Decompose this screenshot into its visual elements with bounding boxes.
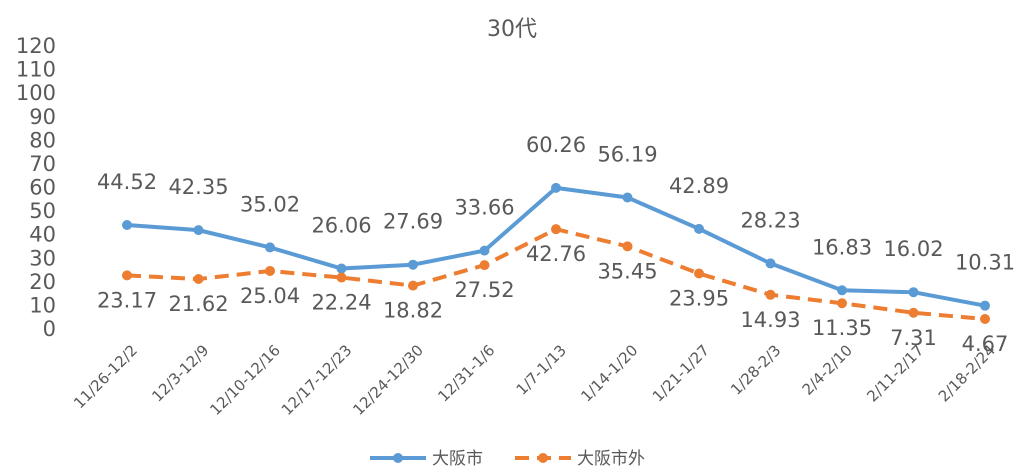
x-tick-label: 12/3-12/9: [148, 341, 212, 405]
point: [694, 268, 704, 279]
data-label: 16.02: [883, 237, 943, 261]
data-label: 10.31: [955, 251, 1014, 275]
point: [408, 280, 418, 291]
legend-label: 大阪市外: [577, 449, 645, 469]
data-label: 44.52: [97, 170, 157, 194]
point: [622, 192, 633, 203]
data-label: 27.52: [454, 278, 514, 302]
point: [837, 298, 847, 309]
x-tick-label: 12/24-12/30: [349, 341, 427, 419]
point: [408, 259, 418, 270]
y-tick-label: 120: [16, 34, 56, 58]
point: [980, 300, 990, 311]
data-label: 4.67: [962, 332, 1009, 356]
legend-marker: [538, 453, 548, 463]
y-tick-label: 90: [29, 105, 56, 129]
y-tick-label: 110: [16, 58, 56, 82]
point: [479, 260, 490, 271]
data-label: 35.02: [240, 192, 300, 216]
data-label: 23.17: [97, 288, 157, 312]
point: [265, 265, 275, 276]
data-label: 7.31: [890, 326, 937, 350]
data-label: 21.62: [168, 292, 228, 316]
y-tick-label: 40: [29, 223, 56, 247]
point: [694, 223, 704, 234]
x-tick-label: 12/17-12/23: [278, 341, 356, 419]
point: [908, 287, 919, 298]
point: [193, 225, 204, 236]
data-label: 27.69: [383, 210, 443, 234]
x-tick-label: 1/7-1/13: [513, 341, 570, 398]
y-tick-label: 60: [29, 176, 56, 200]
data-label: 42.89: [669, 174, 729, 198]
point: [908, 307, 919, 318]
point: [980, 313, 990, 324]
x-tick-label: 11/26-12/2: [70, 341, 141, 412]
point: [193, 274, 204, 285]
data-label: 56.19: [597, 142, 657, 166]
point: [122, 220, 132, 231]
point: [765, 258, 776, 269]
point: [622, 241, 633, 252]
data-label: 22.24: [311, 291, 371, 315]
y-tick-label: 10: [29, 293, 56, 317]
data-label: 60.26: [526, 133, 586, 157]
point: [765, 289, 776, 300]
y-tick-label: 20: [29, 270, 56, 294]
x-tick-label: 2/4-2/10: [799, 341, 856, 398]
point: [551, 182, 561, 193]
point: [479, 245, 490, 256]
data-label: 42.76: [526, 242, 586, 266]
y-tick-label: 100: [16, 81, 56, 105]
data-label: 23.95: [669, 287, 729, 311]
point: [551, 224, 561, 235]
data-label: 11.35: [812, 316, 872, 340]
y-tick-label: 50: [29, 199, 56, 223]
x-tick-label: 12/31-1/6: [434, 341, 498, 405]
data-label: 18.82: [383, 299, 443, 323]
point: [122, 270, 132, 281]
x-tick-label: 1/28-2/3: [727, 341, 784, 398]
x-tick-label: 2/11-2/17: [863, 341, 927, 405]
y-tick-label: 30: [29, 246, 56, 270]
chart-title: 30代: [487, 17, 537, 42]
x-tick-label: 1/14-1/20: [577, 341, 641, 405]
data-label: 33.66: [454, 196, 514, 220]
data-label: 28.23: [740, 208, 800, 232]
data-label: 16.83: [812, 235, 872, 259]
y-tick-label: 80: [29, 128, 56, 152]
data-label: 25.04: [240, 284, 300, 308]
data-label: 26.06: [311, 214, 371, 238]
point: [336, 263, 347, 274]
point: [265, 242, 275, 253]
point: [336, 272, 347, 283]
x-tick-label: 1/21-1/27: [649, 341, 713, 405]
legend-marker: [393, 453, 403, 463]
data-label: 35.45: [597, 259, 657, 283]
point: [837, 285, 847, 296]
data-label: 14.93: [740, 308, 800, 332]
y-tick-label: 0: [43, 317, 56, 341]
data-label: 42.35: [168, 175, 228, 199]
legend-label: 大阪市: [432, 449, 483, 469]
x-tick-label: 12/10-12/16: [206, 341, 284, 419]
y-tick-label: 70: [29, 152, 56, 176]
